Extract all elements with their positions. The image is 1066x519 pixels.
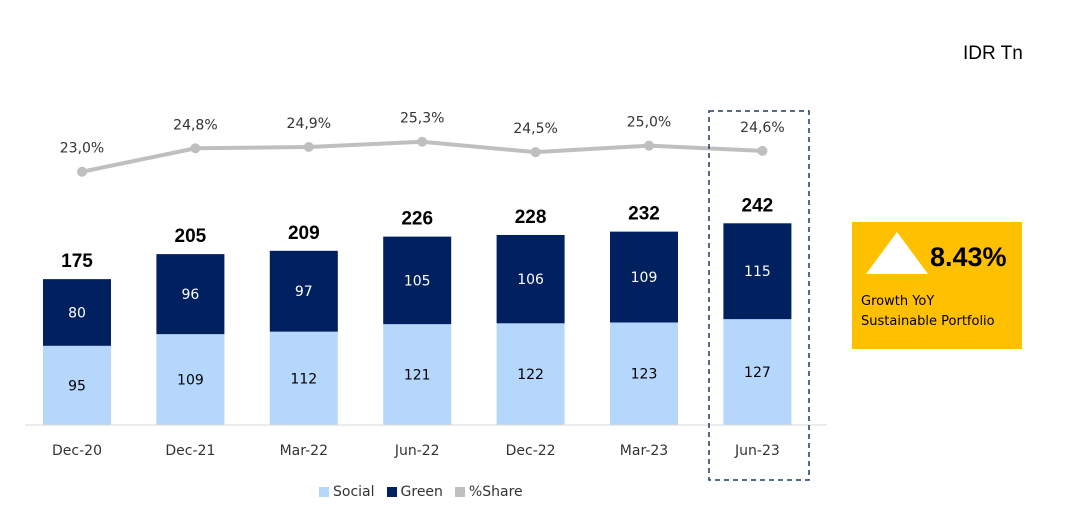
bar-social (269, 331, 338, 425)
growth-caption-line1: Growth YoY (861, 294, 935, 309)
legend-swatch-share (454, 487, 465, 497)
share-label: 24,5% (513, 121, 557, 137)
share-label: 23,0% (60, 141, 104, 157)
chart-legend: Social Green %Share (319, 484, 535, 500)
legend-label-social: Social (333, 484, 375, 500)
chart-labels: 95 80 175 Dec-20 23,0% 109 96 205 Dec-21 24,8% 112… (52, 111, 785, 459)
data-label-green: 97 (295, 284, 313, 300)
x-tick-label: Dec-22 (506, 443, 556, 459)
bar-social (43, 345, 111, 425)
bar-green (156, 254, 225, 335)
legend-label-share: %Share (468, 484, 523, 500)
legend-item-share: %Share (454, 484, 523, 500)
data-label-green: 96 (181, 287, 199, 303)
share-point (77, 166, 87, 177)
stacked-bars (43, 223, 792, 425)
growth-value: 8.43% (930, 242, 1007, 272)
share-point (417, 136, 428, 147)
share-label: 24,9% (287, 116, 331, 132)
bar-social (496, 323, 565, 425)
legend-swatch-green (386, 487, 397, 497)
x-tick-label: Mar-23 (620, 443, 668, 459)
data-label-social: 121 (404, 368, 431, 384)
legend-item-green: Green (386, 484, 443, 500)
x-tick-label: Dec-20 (52, 443, 102, 459)
data-label-social: 109 (177, 373, 204, 389)
x-tick-label: Jun-22 (394, 443, 440, 459)
data-label-green: 106 (517, 272, 544, 288)
bar-green (496, 234, 565, 324)
total-label: 228 (515, 207, 547, 228)
total-label: 242 (742, 195, 774, 216)
share-point (190, 143, 201, 154)
total-label: 175 (61, 251, 93, 272)
jun-23-highlight-frame (708, 110, 810, 481)
growth-caption: Growth YoY Sustainable Portfolio (861, 292, 995, 332)
data-label-green: 80 (68, 305, 86, 321)
share-point (303, 141, 314, 152)
data-label-green: 109 (631, 270, 658, 286)
data-label-social: 127 (744, 365, 771, 381)
total-label: 209 (288, 223, 320, 244)
growth-caption-line2: Sustainable Portfolio (861, 314, 995, 329)
total-label: 232 (628, 204, 660, 225)
share-line-layer (77, 136, 768, 177)
bar-social (156, 334, 225, 425)
legend-swatch-social (319, 487, 329, 497)
bar-green (610, 231, 678, 323)
bar-social (723, 319, 792, 425)
total-label: 226 (401, 209, 433, 230)
bar-green (269, 250, 338, 332)
share-label: 24,8% (173, 117, 217, 133)
bar-green (43, 279, 111, 346)
data-label-social: 123 (631, 367, 658, 383)
bar-social (610, 322, 678, 425)
share-label: 24,6% (740, 120, 784, 136)
x-tick-label: Mar-22 (280, 443, 328, 459)
data-label-green: 105 (404, 273, 431, 289)
bar-social (383, 324, 452, 425)
share-point (530, 147, 541, 158)
data-label-social: 122 (517, 367, 544, 383)
x-tick-label: Dec-21 (165, 443, 215, 459)
bar-green (383, 236, 452, 325)
total-label: 205 (175, 226, 207, 247)
bar-green (723, 223, 792, 320)
share-point (757, 145, 768, 156)
up-triangle-icon (866, 232, 928, 274)
unit-label: IDR Tn (963, 43, 1023, 64)
data-label-social: 112 (290, 371, 317, 387)
data-label-green: 115 (744, 264, 771, 280)
data-label-social: 95 (68, 378, 86, 394)
x-tick-label: Jun-23 (734, 443, 780, 459)
growth-callout: 8.43% Growth YoY Sustainable Portfolio (852, 222, 1022, 349)
share-point (644, 140, 654, 151)
legend-item-social: Social (319, 484, 375, 500)
share-label: 25,3% (400, 111, 444, 127)
legend-label-green: Green (400, 484, 443, 500)
share-label: 25,0% (627, 115, 671, 131)
